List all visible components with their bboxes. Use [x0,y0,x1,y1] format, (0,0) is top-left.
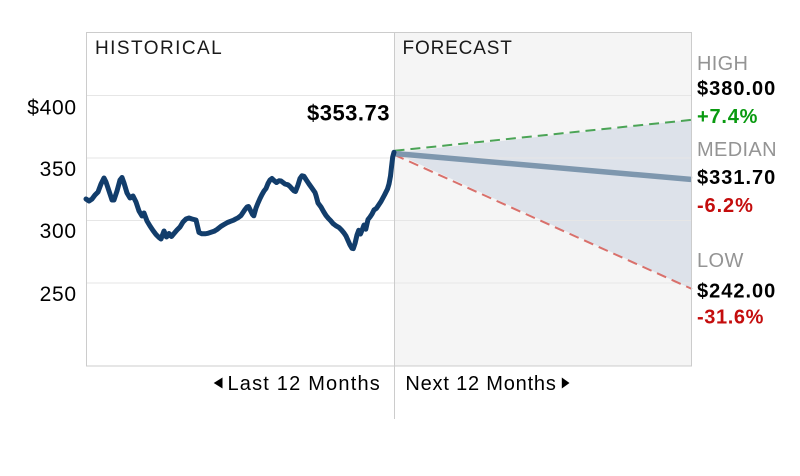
svg-text:$331.70: $331.70 [697,167,776,189]
svg-text:Next 12 Months: Next 12 Months [405,373,556,395]
svg-text:300: 300 [40,220,77,243]
svg-text:+7.4%: +7.4% [697,106,758,128]
svg-text:$400: $400 [27,97,77,120]
svg-text:HIGH: HIGH [697,53,748,75]
svg-text:250: 250 [40,283,77,306]
svg-text:$242.00: $242.00 [697,281,776,303]
svg-text:$380.00: $380.00 [697,78,776,100]
svg-text:-31.6%: -31.6% [697,307,764,329]
svg-text:-6.2%: -6.2% [697,195,754,217]
svg-text:MEDIAN: MEDIAN [697,139,777,161]
svg-text:HISTORICAL: HISTORICAL [95,38,223,59]
svg-text:Last 12 Months: Last 12 Months [227,373,381,395]
svg-text:FORECAST: FORECAST [403,38,513,59]
svg-text:LOW: LOW [697,250,744,272]
svg-text:350: 350 [40,158,77,181]
svg-text:$353.73: $353.73 [307,101,390,126]
